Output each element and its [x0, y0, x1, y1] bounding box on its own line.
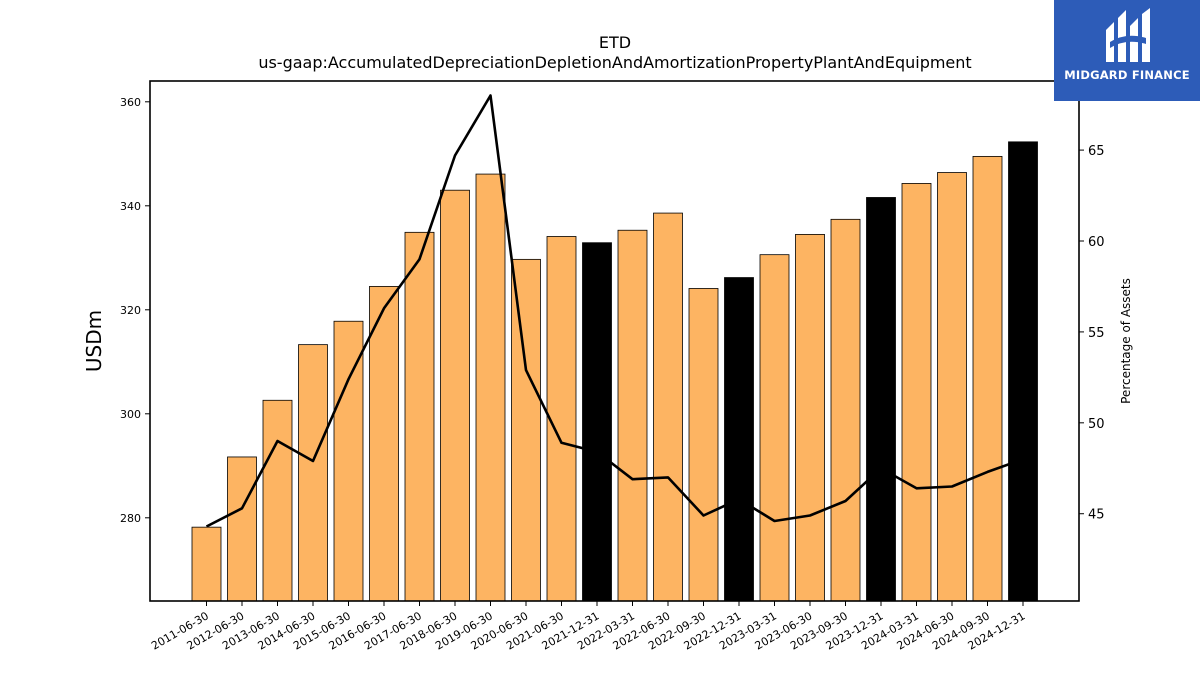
x-axis: 2011-06-302012-06-302013-06-302014-06-30…	[149, 601, 1028, 653]
bar-2020-06-30	[511, 258, 541, 602]
y-tick-label: 340	[120, 200, 141, 213]
y2-tick-label: 55	[1088, 326, 1105, 341]
logo-text: MIDGARD FINANCE	[1064, 68, 1190, 82]
chart-title: ETD	[599, 33, 631, 52]
y2-tick-label: 45	[1088, 508, 1105, 523]
bar-2024-09-30	[972, 155, 1003, 602]
bar-2019-06-30	[475, 173, 506, 602]
bar-2015-06-30	[333, 320, 364, 602]
percentage-of-assets-line	[205, 94, 1024, 528]
bar-2013-06-30	[262, 399, 293, 602]
y-tick-label: 300	[120, 408, 141, 421]
y2-tick-label: 60	[1088, 235, 1105, 250]
chart-subtitle: us-gaap:AccumulatedDepreciationDepletion…	[258, 53, 971, 72]
bar-2023-03-31	[759, 254, 790, 602]
bar-2017-06-30	[404, 231, 435, 602]
bar-2024-12-31	[1008, 141, 1038, 602]
y2-tick-label: 50	[1088, 417, 1105, 432]
bar-2023-09-30	[830, 218, 861, 602]
bar-2024-03-31	[901, 183, 932, 602]
bar-2022-09-30	[688, 288, 719, 602]
y-tick-label: 320	[120, 304, 141, 317]
bar-2023-12-31	[866, 197, 896, 602]
y2-tick-label: 65	[1088, 144, 1105, 159]
bar-2022-12-31	[724, 277, 754, 602]
bar-2024-06-30	[937, 172, 967, 602]
bar-group	[191, 141, 1038, 602]
bar-2016-06-30	[369, 285, 399, 602]
y-tick-label: 280	[120, 512, 141, 525]
bar-2012-06-30	[227, 456, 257, 602]
bar-2014-06-30	[298, 344, 328, 602]
bar-2021-06-30	[546, 236, 577, 602]
y-axis-left: 280 300 320 340 360	[120, 96, 150, 525]
bar-2022-06-30	[653, 212, 683, 602]
bar-2018-06-30	[440, 189, 470, 602]
y-tick-label: 360	[120, 96, 141, 109]
y2-axis-label: Percentage of Assets	[1119, 278, 1133, 404]
bar-2022-03-31	[617, 229, 648, 602]
line-series	[205, 94, 1024, 528]
plot-frame	[149, 80, 1080, 602]
logo-mark-icon	[1106, 8, 1150, 62]
midgard-finance-logo: MIDGARD FINANCE	[1054, 0, 1200, 101]
bar-2011-06-30	[191, 526, 222, 602]
bar-2023-06-30	[795, 233, 825, 602]
y-axis-label: USDm	[82, 310, 106, 372]
bar-2021-12-31	[582, 242, 612, 602]
y-axis-right: 45 50 55 60 65	[1079, 144, 1105, 523]
